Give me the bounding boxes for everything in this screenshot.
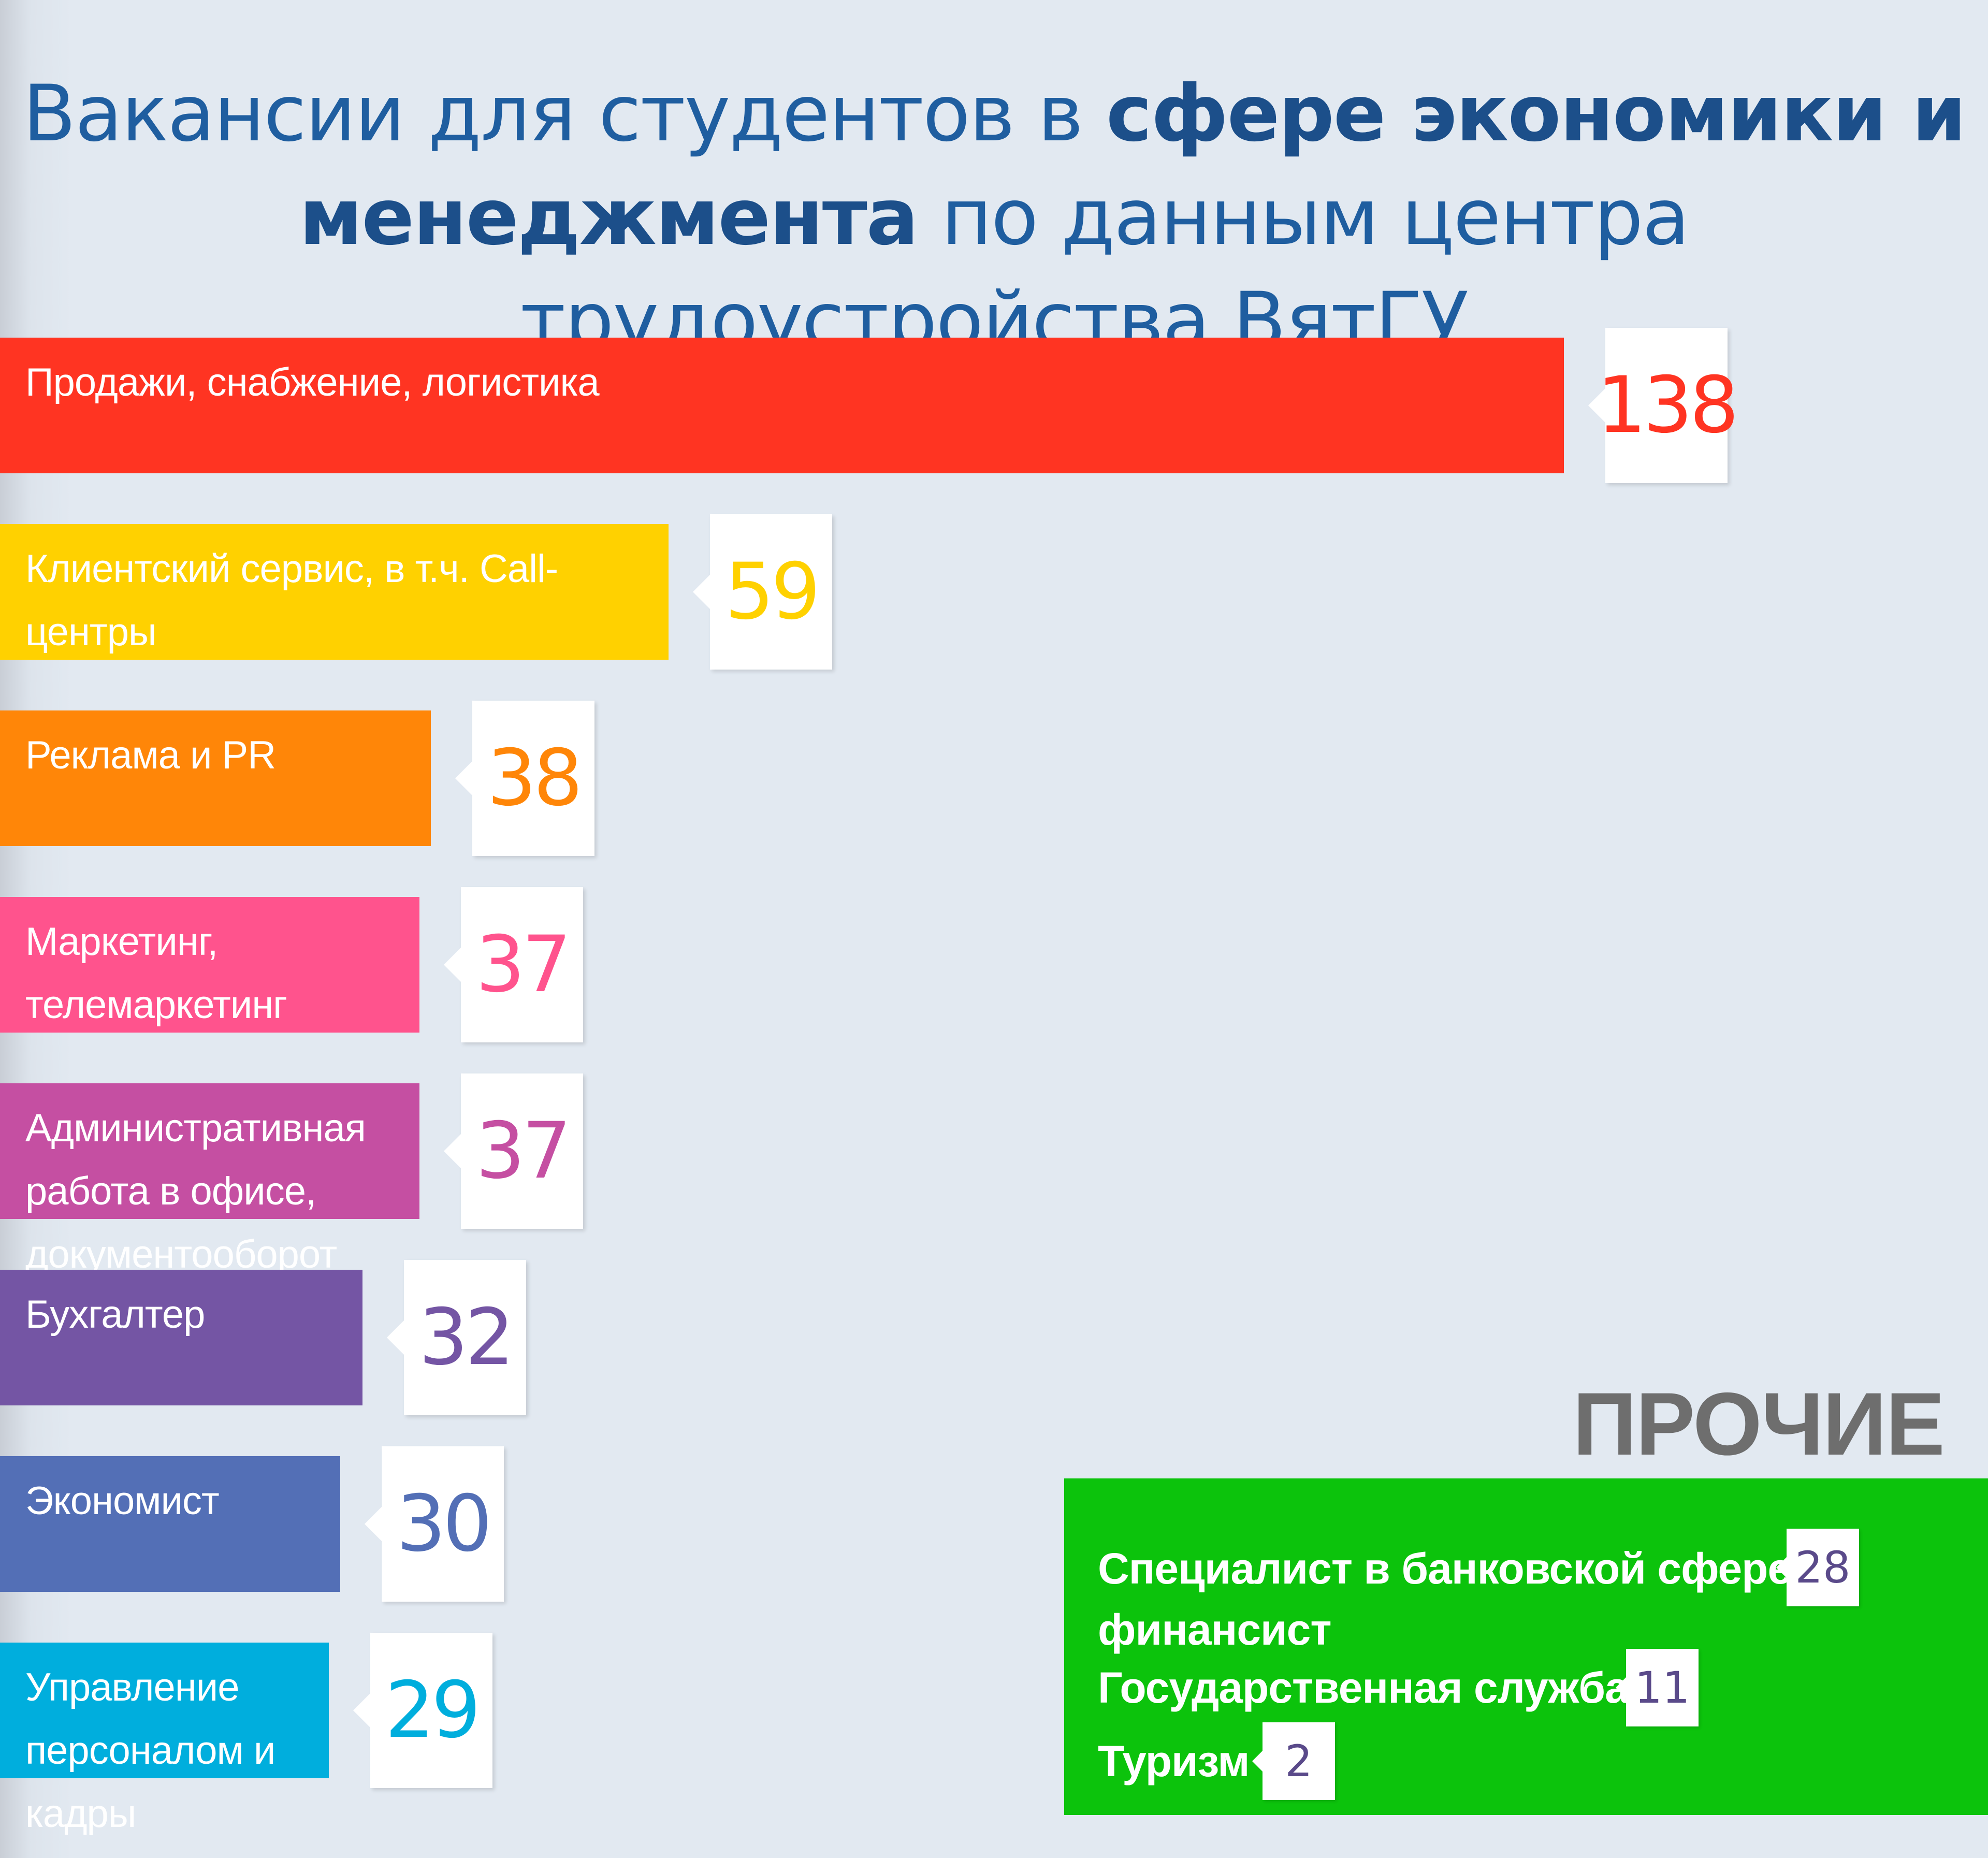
value-label: 37 [475, 1106, 572, 1196]
title-part-3: менеджмента [299, 172, 919, 263]
others-value-government: 11 [1634, 1662, 1690, 1713]
others-label-tourism: Туризм [1098, 1737, 1250, 1786]
others-value-box-government: 11 [1616, 1649, 1699, 1726]
bar-label: Реклама и PR [25, 733, 276, 777]
value-label-box: 37 [444, 887, 583, 1042]
bar: Маркетинг, телемаркетинг [0, 897, 419, 1033]
others-heading: ПРОЧИЕ [1572, 1374, 1945, 1474]
bar: Клиентский сервис, в т.ч. Call-центры [0, 524, 669, 660]
value-label: 37 [475, 920, 572, 1010]
value-label: 59 [724, 547, 821, 637]
value-label: 138 [1597, 360, 1739, 451]
bar: Административная работа в офисе, докумен… [0, 1083, 419, 1276]
value-label-box: 138 [1588, 328, 1739, 483]
bar: Бухгалтер [0, 1270, 362, 1405]
bar-label: Бухгалтер [25, 1293, 205, 1337]
bar: Продажи, снабжение, логистика [0, 338, 1564, 473]
others-value-box-tourism: 2 [1252, 1722, 1335, 1800]
bar: Экономист [0, 1456, 340, 1592]
others-value-tourism: 2 [1285, 1736, 1313, 1787]
title-part-1: Вакансии для студентов в [22, 69, 1106, 159]
title-part-2: сфере экономики и [1106, 69, 1966, 159]
bar-label: Экономист [25, 1479, 220, 1523]
others-label-banking: Специалист в банковской сфере, финансист [1098, 1544, 1804, 1654]
bar-label: Управление персоналом и кадры [25, 1665, 275, 1836]
value-label: 29 [385, 1665, 481, 1755]
bar: Управление персоналом и кадры [0, 1643, 329, 1836]
bar: Реклама и PR [0, 710, 431, 846]
value-label-box: 32 [387, 1260, 526, 1415]
value-label-box: 59 [693, 514, 832, 670]
value-label-box: 29 [353, 1633, 492, 1788]
value-label-box: 38 [455, 701, 594, 856]
value-label: 30 [396, 1479, 492, 1569]
others-value-box-banking: 28 [1776, 1529, 1859, 1606]
bar-label: Маркетинг, телемаркетинг [25, 920, 287, 1027]
bar-label: Продажи, снабжение, логистика [25, 360, 600, 404]
value-label: 32 [418, 1293, 515, 1383]
value-label: 38 [487, 733, 583, 823]
others-box: Специалист в банковской сфере, финансист … [1064, 1478, 1988, 1815]
others-value-banking: 28 [1795, 1542, 1851, 1593]
bar-label: Клиентский сервис, в т.ч. Call-центры [25, 547, 558, 654]
others-label-government: Государственная служба [1098, 1663, 1629, 1712]
value-label-box: 37 [444, 1073, 583, 1229]
chart-title: Вакансии для студентов в сфере экономики… [0, 62, 1988, 373]
value-label-box: 30 [365, 1446, 504, 1602]
bar-label: Административная работа в офисе, докумен… [25, 1106, 366, 1276]
